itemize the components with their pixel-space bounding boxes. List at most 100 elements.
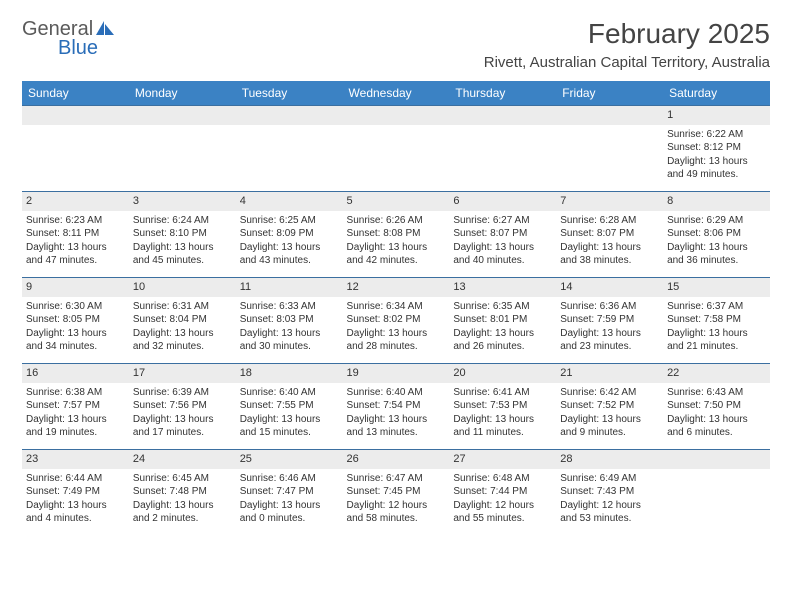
- day-number: 17: [129, 364, 236, 383]
- day-details: Sunrise: 6:35 AMSunset: 8:01 PMDaylight:…: [453, 300, 552, 354]
- sunrise-text: Sunrise: 6:40 AM: [240, 386, 339, 400]
- day-details: Sunrise: 6:36 AMSunset: 7:59 PMDaylight:…: [560, 300, 659, 354]
- daylight-text: Daylight: 13 hours and 30 minutes.: [240, 327, 339, 354]
- sunset-text: Sunset: 8:08 PM: [347, 227, 446, 241]
- daylight-text: Daylight: 13 hours and 9 minutes.: [560, 413, 659, 440]
- sunrise-text: Sunrise: 6:37 AM: [667, 300, 766, 314]
- day-details: Sunrise: 6:33 AMSunset: 8:03 PMDaylight:…: [240, 300, 339, 354]
- sunrise-text: Sunrise: 6:48 AM: [453, 472, 552, 486]
- day-details: Sunrise: 6:22 AMSunset: 8:12 PMDaylight:…: [667, 128, 766, 182]
- sunset-text: Sunset: 7:52 PM: [560, 399, 659, 413]
- daylight-text: Daylight: 13 hours and 40 minutes.: [453, 241, 552, 268]
- week-row: 23 Sunrise: 6:44 AMSunset: 7:49 PMDayligh…: [22, 450, 770, 536]
- day-details: Sunrise: 6:28 AMSunset: 8:07 PMDaylight:…: [560, 214, 659, 268]
- sunset-text: Sunset: 7:47 PM: [240, 485, 339, 499]
- sunrise-text: Sunrise: 6:24 AM: [133, 214, 232, 228]
- daylight-text: Daylight: 13 hours and 17 minutes.: [133, 413, 232, 440]
- day-cell: 11Sunrise: 6:33 AMSunset: 8:03 PMDayligh…: [236, 278, 343, 364]
- sunset-text: Sunset: 7:44 PM: [453, 485, 552, 499]
- day-number: 23: [22, 450, 129, 469]
- day-cell: 7Sunrise: 6:28 AMSunset: 8:07 PMDaylight…: [556, 192, 663, 278]
- daylight-text: Daylight: 13 hours and 2 minutes.: [133, 499, 232, 526]
- day-cell: 12Sunrise: 6:34 AMSunset: 8:02 PMDayligh…: [343, 278, 450, 364]
- sunset-text: Sunset: 7:54 PM: [347, 399, 446, 413]
- day-cell: 24Sunrise: 6:45 AMSunset: 7:48 PMDayligh…: [129, 450, 236, 536]
- daylight-text: Daylight: 13 hours and 28 minutes.: [347, 327, 446, 354]
- daylight-text: Daylight: 12 hours and 55 minutes.: [453, 499, 552, 526]
- sunrise-text: Sunrise: 6:46 AM: [240, 472, 339, 486]
- day-number: 15: [663, 278, 770, 297]
- sunset-text: Sunset: 8:03 PM: [240, 313, 339, 327]
- logo-text-blue: Blue: [58, 37, 117, 60]
- sunrise-text: Sunrise: 6:31 AM: [133, 300, 232, 314]
- location: Rivett, Australian Capital Territory, Au…: [484, 54, 770, 71]
- day-details: Sunrise: 6:41 AMSunset: 7:53 PMDaylight:…: [453, 386, 552, 440]
- sunset-text: Sunset: 7:55 PM: [240, 399, 339, 413]
- sunrise-text: Sunrise: 6:38 AM: [26, 386, 125, 400]
- day-cell: 23 Sunrise: 6:44 AMSunset: 7:49 PMDayligh…: [22, 450, 129, 536]
- daylight-text: Daylight: 13 hours and 23 minutes.: [560, 327, 659, 354]
- day-cell: 5Sunrise: 6:26 AMSunset: 8:08 PMDaylight…: [343, 192, 450, 278]
- sunrise-text: Sunrise: 6:40 AM: [347, 386, 446, 400]
- header: GeneralBlue February 2025 Rivett, Austra…: [22, 18, 770, 71]
- day-number: 13: [449, 278, 556, 297]
- sunrise-text: Sunrise: 6:33 AM: [240, 300, 339, 314]
- daylight-text: Daylight: 13 hours and 11 minutes.: [453, 413, 552, 440]
- day-details: Sunrise: 6:40 AMSunset: 7:54 PMDaylight:…: [347, 386, 446, 440]
- daylight-text: Daylight: 13 hours and 26 minutes.: [453, 327, 552, 354]
- week-row: 16Sunrise: 6:38 AMSunset: 7:57 PMDayligh…: [22, 364, 770, 450]
- sunset-text: Sunset: 7:56 PM: [133, 399, 232, 413]
- day-details: Sunrise: 6:44 AMSunset: 7:49 PMDaylight:…: [26, 472, 125, 526]
- daylight-text: Daylight: 13 hours and 43 minutes.: [240, 241, 339, 268]
- day-cell: 20 Sunrise: 6:41 AMSunset: 7:53 PMDayligh…: [449, 364, 556, 450]
- sunrise-text: Sunrise: 6:25 AM: [240, 214, 339, 228]
- day-number: 20: [449, 364, 556, 383]
- sunset-text: Sunset: 8:11 PM: [26, 227, 125, 241]
- sunrise-text: Sunrise: 6:28 AM: [560, 214, 659, 228]
- day-number: 28: [556, 450, 663, 469]
- sunrise-text: Sunrise: 6:26 AM: [347, 214, 446, 228]
- sunrise-text: Sunrise: 6:39 AM: [133, 386, 232, 400]
- sunset-text: Sunset: 8:09 PM: [240, 227, 339, 241]
- day-cell: 17 Sunrise: 6:39 AMSunset: 7:56 PMDayligh…: [129, 364, 236, 450]
- day-number: 10: [129, 278, 236, 297]
- sunset-text: Sunset: 8:02 PM: [347, 313, 446, 327]
- day-number: 14: [556, 278, 663, 297]
- daylight-text: Daylight: 13 hours and 19 minutes.: [26, 413, 125, 440]
- day-cell: 13 Sunrise: 6:35 AMSunset: 8:01 PMDayligh…: [449, 278, 556, 364]
- day-details: Sunrise: 6:46 AMSunset: 7:47 PMDaylight:…: [240, 472, 339, 526]
- day-cell: 27Sunrise: 6:48 AMSunset: 7:44 PMDayligh…: [449, 450, 556, 536]
- day-details: Sunrise: 6:49 AMSunset: 7:43 PMDaylight:…: [560, 472, 659, 526]
- day-number: [343, 106, 450, 125]
- day-number: 6: [449, 192, 556, 211]
- day-details: Sunrise: 6:42 AMSunset: 7:52 PMDaylight:…: [560, 386, 659, 440]
- sunset-text: Sunset: 7:43 PM: [560, 485, 659, 499]
- day-number: 8: [663, 192, 770, 211]
- sunrise-text: Sunrise: 6:30 AM: [26, 300, 125, 314]
- sunset-text: Sunset: 7:57 PM: [26, 399, 125, 413]
- daylight-text: Daylight: 13 hours and 0 minutes.: [240, 499, 339, 526]
- day-cell: [22, 106, 129, 192]
- day-number: [556, 106, 663, 125]
- sunrise-text: Sunrise: 6:41 AM: [453, 386, 552, 400]
- sunrise-text: Sunrise: 6:34 AM: [347, 300, 446, 314]
- day-cell: 9Sunrise: 6:30 AMSunset: 8:05 PMDaylight…: [22, 278, 129, 364]
- day-cell: 28 Sunrise: 6:49 AMSunset: 7:43 PMDayligh…: [556, 450, 663, 536]
- sunset-text: Sunset: 7:53 PM: [453, 399, 552, 413]
- day-header: Saturday: [663, 81, 770, 106]
- week-row: 9Sunrise: 6:30 AMSunset: 8:05 PMDaylight…: [22, 278, 770, 364]
- sunset-text: Sunset: 8:01 PM: [453, 313, 552, 327]
- daylight-text: Daylight: 13 hours and 47 minutes.: [26, 241, 125, 268]
- sunrise-text: Sunrise: 6:23 AM: [26, 214, 125, 228]
- day-cell: 6Sunrise: 6:27 AMSunset: 8:07 PMDaylight…: [449, 192, 556, 278]
- day-cell: 22Sunrise: 6:43 AMSunset: 7:50 PMDayligh…: [663, 364, 770, 450]
- day-number: 25: [236, 450, 343, 469]
- day-number: 16: [22, 364, 129, 383]
- week-row: 1Sunrise: 6:22 AMSunset: 8:12 PMDaylight…: [22, 106, 770, 192]
- day-details: Sunrise: 6:39 AMSunset: 7:56 PMDaylight:…: [133, 386, 232, 440]
- sunset-text: Sunset: 7:59 PM: [560, 313, 659, 327]
- sunrise-text: Sunrise: 6:27 AM: [453, 214, 552, 228]
- daylight-text: Daylight: 13 hours and 21 minutes.: [667, 327, 766, 354]
- day-details: Sunrise: 6:29 AMSunset: 8:06 PMDaylight:…: [667, 214, 766, 268]
- day-cell: 15Sunrise: 6:37 AMSunset: 7:58 PMDayligh…: [663, 278, 770, 364]
